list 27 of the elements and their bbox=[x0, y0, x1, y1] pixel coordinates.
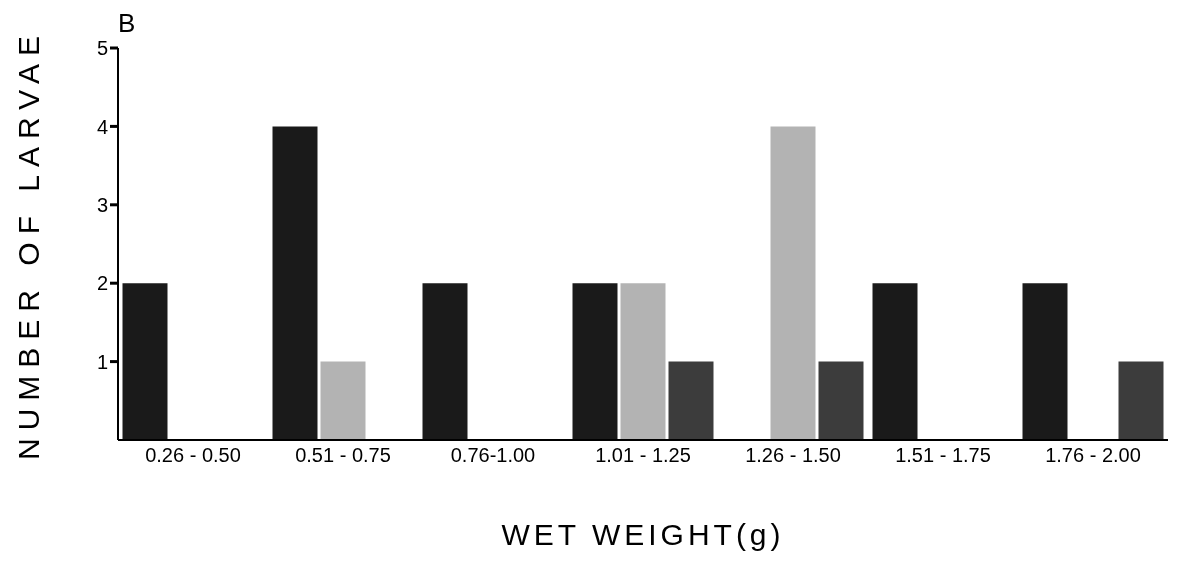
x-tick-label: 0.76-1.00 bbox=[450, 444, 536, 467]
bar bbox=[668, 361, 714, 440]
y-tick-label: 3 bbox=[96, 193, 108, 216]
bar bbox=[422, 283, 468, 440]
x-tick-label: 0.26 - 0.50 bbox=[145, 444, 241, 467]
bar bbox=[818, 361, 864, 440]
bar bbox=[572, 283, 618, 440]
x-tick-label: 1.26 - 1.50 bbox=[745, 444, 841, 467]
bar bbox=[620, 283, 666, 440]
x-tick-label: 1.76 - 2.00 bbox=[1045, 444, 1141, 467]
y-tick-label: 4 bbox=[96, 115, 108, 138]
y-axis-title: NUMBER OF LARVAE bbox=[11, 28, 45, 460]
x-tick-label: 1.51 - 1.75 bbox=[895, 444, 991, 467]
y-tick-label: 2 bbox=[96, 272, 108, 295]
bar bbox=[1022, 283, 1068, 440]
x-tick-label: 0.51 - 0.75 bbox=[295, 444, 391, 467]
bar bbox=[272, 126, 318, 440]
x-tick-label: 1.01 - 1.25 bbox=[595, 444, 691, 467]
bar bbox=[872, 283, 918, 440]
bar bbox=[1118, 361, 1164, 440]
bar bbox=[122, 283, 168, 440]
y-tick-label: 5 bbox=[96, 37, 108, 60]
y-tick-label: 1 bbox=[96, 350, 108, 373]
chart-title: B bbox=[118, 8, 136, 39]
bar bbox=[770, 126, 816, 440]
x-axis-title: WET WEIGHT(g) bbox=[501, 518, 785, 551]
bar bbox=[320, 361, 366, 440]
